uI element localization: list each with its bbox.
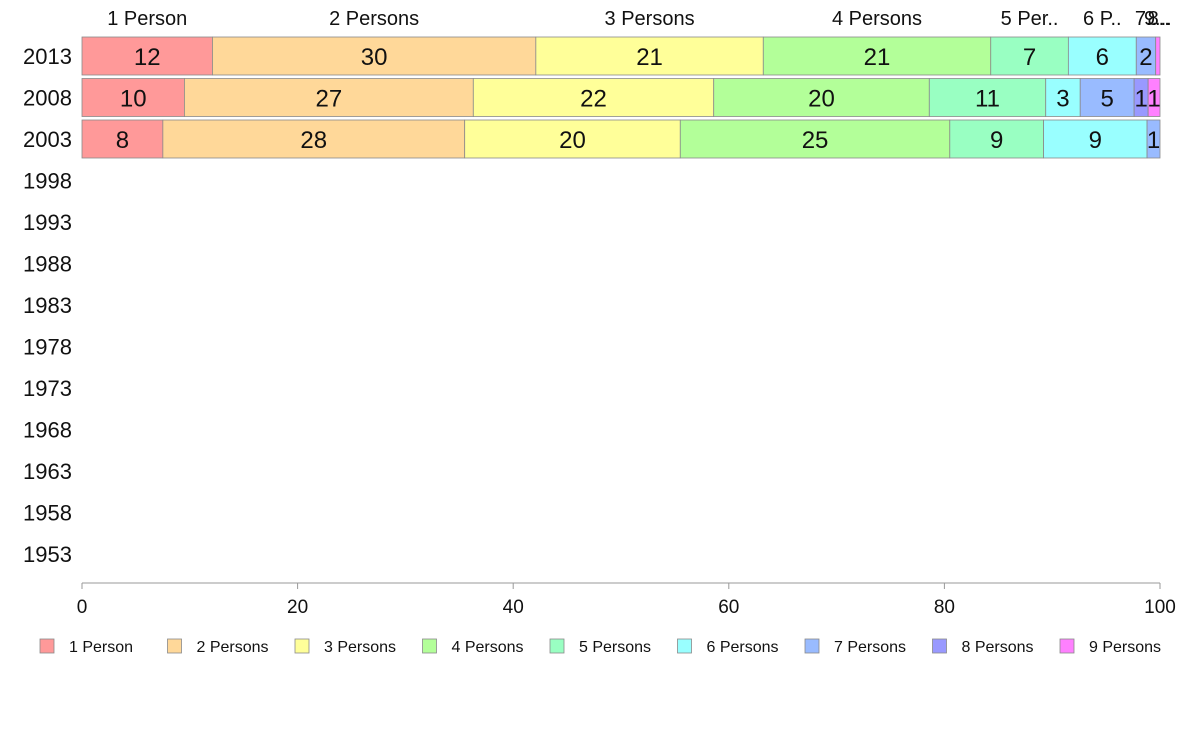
legend-label-6: 6 Persons (707, 639, 779, 656)
data-label-2008-7: 5 (1100, 86, 1113, 113)
bar-segment-2003-7 (1146, 119, 1161, 159)
legend-label-9: 9 Persons (1089, 639, 1161, 656)
series-top-labels: 1 Person 2 Persons 3 Persons 4 Persons 5 Per… (107, 8, 1172, 30)
data-label-2013-5: 7 (1023, 44, 1036, 71)
legend-swatch-4 (422, 638, 437, 654)
data-label-2013-7: 2 (1139, 44, 1152, 71)
year-label-1988: 1988 (23, 252, 72, 277)
bar-segment-2013-6 (1067, 36, 1137, 76)
year-label-2013: 2013 (23, 44, 72, 69)
year-label-2008: 2008 (23, 86, 72, 111)
data-label-2008-1: 10 (120, 86, 147, 113)
bar-segment-2008-4 (713, 78, 930, 117)
bar-segment-2013-4 (762, 36, 992, 76)
legend-swatch-2 (167, 638, 182, 654)
legend-label-7: 7 Persons (834, 639, 906, 656)
data-label-2003-7: 1 (1147, 127, 1160, 154)
data-label-2003-5: 9 (990, 127, 1003, 154)
bar-segment-2008-6 (1045, 78, 1081, 117)
data-label-2003-6: 9 (1089, 127, 1102, 154)
top-label-3: 3 Persons (605, 8, 695, 30)
segment-data-labels: 12 30 21 21 7 6 210 27 22 20 11 3 5 1 18 28 20 25 9 9 1 (116, 44, 1161, 154)
bar-segment-2008-3 (472, 78, 715, 117)
top-label-5: 5 Per.. (1001, 8, 1059, 30)
x-tick-label-40: 40 (503, 597, 524, 618)
year-label-1998: 1998 (23, 169, 72, 194)
legend-swatch-3 (294, 638, 310, 654)
top-label-1: 1 Person (107, 8, 187, 30)
data-label-2003-2: 28 (300, 127, 327, 154)
bar-segment-2013-1 (81, 36, 213, 76)
bar-segment-2003-1 (81, 119, 164, 159)
bar-segment-2008-5 (928, 78, 1047, 117)
legend-label-3: 3 Persons (324, 639, 396, 656)
bar-segment-2013-2 (212, 36, 537, 76)
year-label-1983: 1983 (23, 293, 72, 318)
legend-swatch-8 (932, 638, 947, 654)
data-label-2013-3: 21 (636, 44, 663, 71)
data-label-2008-2: 27 (316, 86, 343, 113)
year-axis: 2013 2008 2003 1998 1993 1988 1983 1978 1973 1968… (23, 44, 72, 567)
year-label-1958: 1958 (23, 501, 72, 526)
year-label-1978: 1978 (23, 335, 72, 360)
bar-segment-2013-3 (535, 36, 764, 76)
data-label-2003-4: 25 (802, 127, 829, 154)
data-label-2013-4: 21 (864, 44, 891, 71)
legend-swatch-1 (39, 638, 55, 654)
year-label-1968: 1968 (23, 418, 72, 443)
top-label-2: 2 Persons (329, 8, 419, 30)
top-label-8: 8.. (1148, 8, 1170, 30)
top-label-4: 4 Persons (832, 8, 922, 30)
bar-segment-2008-2 (184, 78, 474, 117)
x-tick-label-20: 20 (287, 597, 308, 618)
legend-label-4: 4 Persons (452, 639, 524, 656)
x-axis: 0 20 40 60 80 100 (77, 582, 1176, 618)
year-label-1973: 1973 (23, 376, 72, 401)
bar-segment-2003-6 (1043, 119, 1148, 159)
top-label-6: 6 P.. (1083, 8, 1122, 30)
legend: 1 Person 2 Persons 3 Persons 4 Persons 5 Per… (39, 638, 1161, 656)
year-label-2003: 2003 (23, 127, 72, 152)
year-label-1953: 1953 (23, 542, 72, 567)
legend-swatch-5 (549, 638, 565, 654)
bar-segment-2013-9 (1155, 36, 1161, 76)
data-label-2008-5: 11 (975, 86, 1000, 113)
data-label-2003-3: 20 (559, 127, 586, 154)
data-label-2008-4: 20 (808, 86, 835, 113)
bar-segment-2003-5 (949, 119, 1044, 159)
legend-label-2: 2 Persons (197, 639, 269, 656)
bar-segment-2003-3 (464, 119, 681, 159)
data-label-2003-1: 8 (116, 127, 129, 154)
data-label-2008-9: 1 (1147, 86, 1160, 113)
data-label-2008-6: 3 (1056, 86, 1069, 113)
bar-segment-2013-5 (990, 36, 1069, 76)
top-label-9: 9... (1144, 8, 1172, 30)
top-label-7: 7.. (1135, 8, 1157, 30)
x-tick-label-0: 0 (77, 597, 88, 618)
legend-swatch-9 (1059, 638, 1075, 654)
bar-segment-2008-1 (81, 78, 185, 117)
legend-label-1: 1 Person (69, 639, 133, 656)
legend-swatch-6 (677, 638, 692, 654)
x-tick-label-60: 60 (718, 597, 739, 618)
legend-label-5: 5 Persons (579, 639, 651, 656)
bar-segment-2003-4 (679, 119, 951, 159)
bar-segment-2008-9 (1147, 78, 1161, 117)
year-label-1963: 1963 (23, 459, 72, 484)
data-label-2013-2: 30 (361, 44, 388, 71)
x-tick-label-100: 100 (1144, 597, 1176, 618)
year-label-1993: 1993 (23, 210, 72, 235)
data-label-2008-3: 22 (580, 86, 607, 113)
bar-segment-2003-2 (162, 119, 466, 159)
data-label-2013-1: 12 (134, 44, 161, 71)
bar-segments (81, 36, 1161, 159)
legend-swatch-7 (804, 638, 820, 654)
legend-label-8: 8 Persons (962, 639, 1034, 656)
data-label-2013-6: 6 (1096, 44, 1109, 71)
data-label-2008-8: 1 (1134, 86, 1147, 113)
x-tick-label-80: 80 (934, 597, 955, 618)
